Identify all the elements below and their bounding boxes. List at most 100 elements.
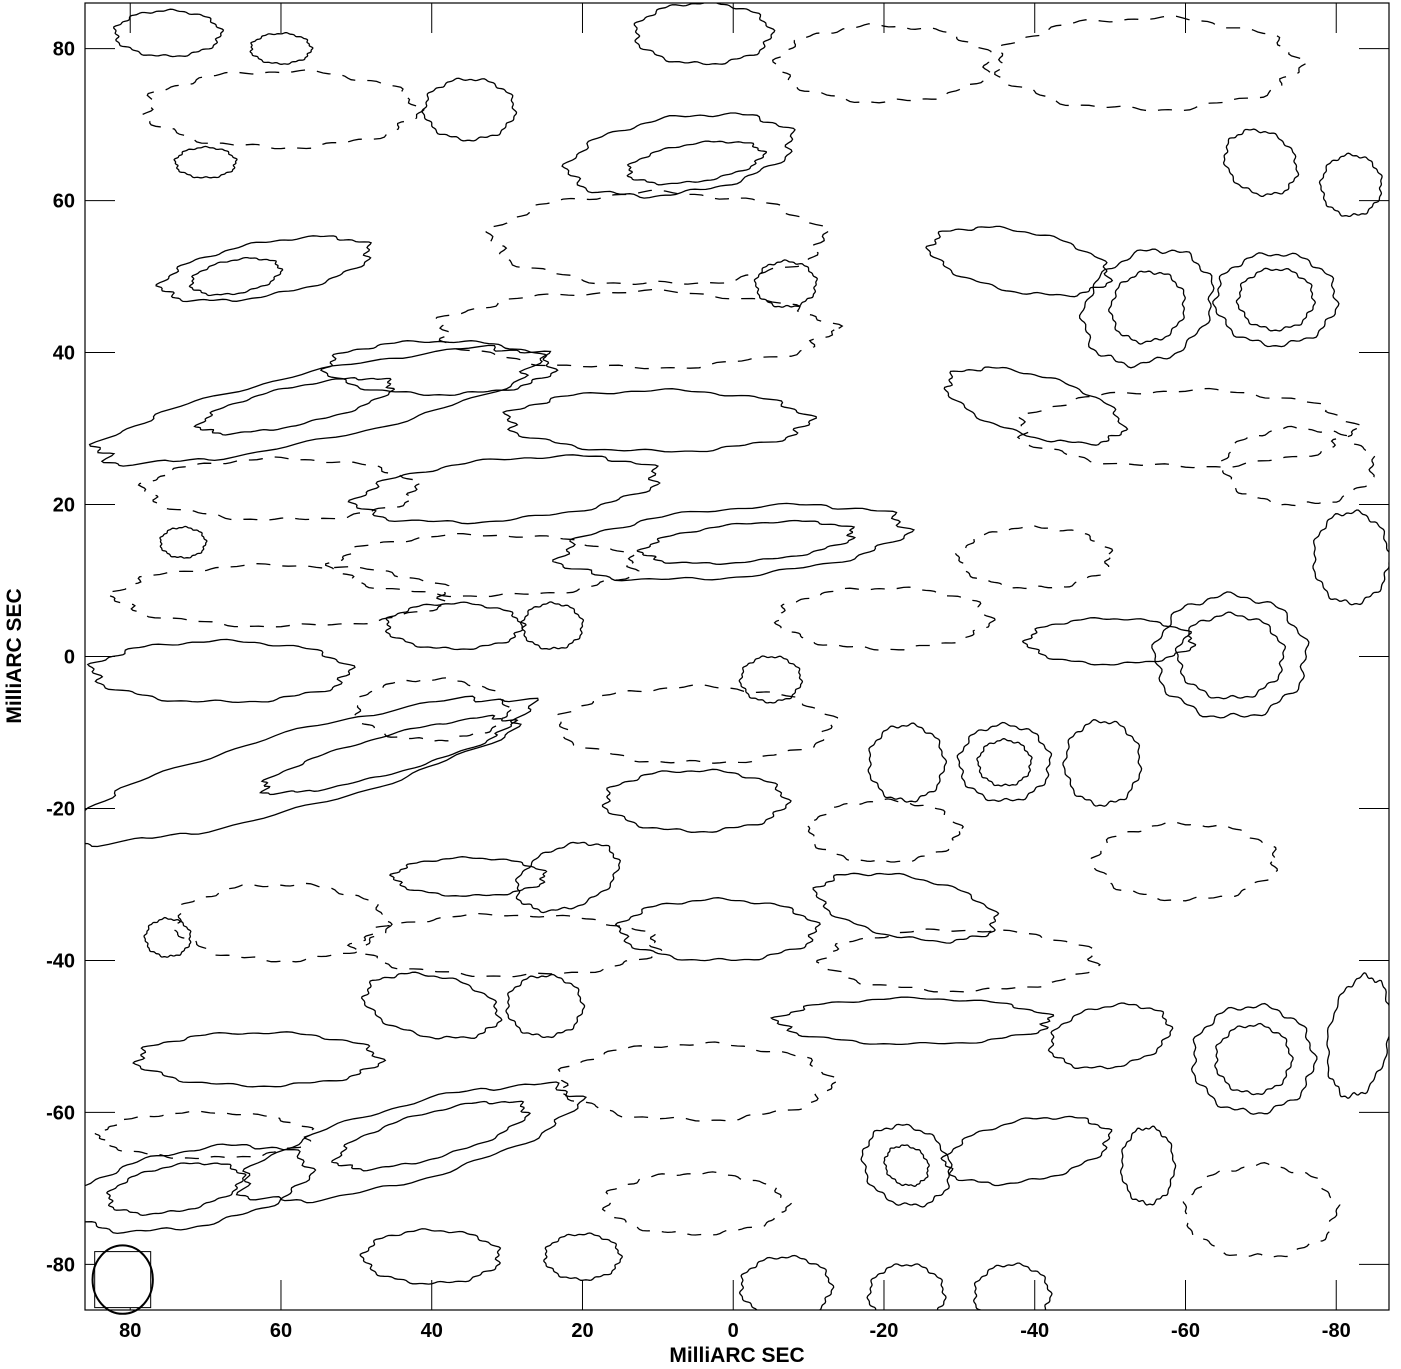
positive-contour-inner (188, 256, 284, 297)
negative-contour (601, 1171, 792, 1236)
positive-contour (867, 722, 948, 803)
positive-contour (812, 872, 1000, 944)
negative-contour (1088, 821, 1278, 902)
negative-contour (140, 69, 426, 150)
positive-contour (359, 1228, 502, 1285)
x-tick-label: -40 (1020, 1320, 1049, 1342)
positive-contour (1021, 617, 1197, 666)
negative-contour (1016, 387, 1362, 469)
positive-contour (860, 1123, 953, 1208)
positive-contour (543, 1232, 624, 1281)
positive-contour (552, 502, 916, 582)
positive-contour-inner (1174, 611, 1287, 700)
negative-contour (137, 456, 423, 521)
x-tick-label: 60 (270, 1320, 292, 1342)
y-tick-label: 20 (53, 495, 75, 517)
y-axis-label: MilliARC SEC (3, 588, 26, 723)
positive-contour (132, 1031, 387, 1088)
positive-contour (943, 366, 1129, 446)
positive-contour (86, 638, 356, 704)
positive-contour (85, 1143, 317, 1235)
positive-contour (249, 32, 314, 65)
positive-contour (1222, 128, 1300, 198)
x-tick-label: -20 (870, 1320, 899, 1342)
negative-contour (170, 882, 393, 963)
positive-contour (505, 973, 586, 1039)
positive-contour (940, 1115, 1113, 1187)
x-tick-label: 80 (119, 1320, 141, 1342)
x-tick-label: 20 (571, 1320, 593, 1342)
positive-contour (1062, 719, 1143, 807)
positive-contour (159, 525, 208, 559)
x-tick-label: -60 (1171, 1320, 1200, 1342)
positive-contour (113, 8, 225, 58)
positive-contour (421, 77, 518, 142)
plot-frame (84, 2, 1390, 1311)
positive-contour (502, 388, 818, 453)
positive-contour-inner (1214, 1022, 1294, 1096)
y-tick-label: 80 (53, 39, 75, 61)
positive-contour (319, 340, 559, 396)
y-tick-label: 40 (53, 343, 75, 365)
positive-contour-inner (105, 1162, 247, 1217)
positive-contour (738, 1254, 835, 1310)
positive-contour (1212, 252, 1340, 348)
positive-contour-inner (193, 377, 396, 436)
positive-contour-inner (883, 1144, 930, 1187)
positive-contour (633, 3, 776, 66)
positive-contour (1318, 152, 1383, 218)
negative-contour (483, 189, 832, 286)
y-tick-label: -20 (46, 798, 75, 820)
y-tick-label: 60 (53, 191, 75, 213)
y-tick-label: 0 (64, 647, 75, 669)
positive-contour (1078, 248, 1215, 369)
positive-contour (601, 768, 792, 833)
positive-contour-inner (259, 714, 519, 796)
y-tick-label: -60 (46, 1102, 75, 1124)
positive-contour-inner (626, 140, 767, 186)
positive-contour (1326, 972, 1389, 1100)
positive-contour (769, 996, 1055, 1046)
positive-contour (1151, 591, 1310, 719)
negative-contour (434, 288, 844, 370)
positive-contour (925, 225, 1114, 298)
negative-contour (1181, 1162, 1341, 1258)
positive-contour (753, 259, 819, 308)
positive-contour (1047, 1002, 1174, 1070)
positive-contour (235, 1081, 588, 1204)
positive-contour (360, 971, 503, 1040)
positive-contour (519, 601, 585, 650)
positive-contour-inner (1235, 267, 1317, 332)
negative-contour (805, 798, 965, 863)
y-tick-label: -80 (46, 1254, 75, 1276)
positive-contour (1190, 1002, 1318, 1115)
positive-contour-inner (330, 1100, 532, 1172)
contours-layer (85, 3, 1389, 1310)
positive-contour (614, 897, 821, 962)
negative-contour (553, 683, 839, 764)
negative-contour (994, 15, 1309, 112)
positive-contour-inner (1108, 270, 1186, 345)
positive-contour (384, 601, 527, 651)
negative-contour (325, 532, 640, 598)
negative-contour (1218, 425, 1376, 507)
x-tick-label: 40 (421, 1320, 443, 1342)
positive-contour (143, 916, 192, 958)
beam-layer (91, 1244, 154, 1315)
positive-contour (85, 695, 539, 848)
positive-contour-inner (636, 519, 857, 565)
negative-contour (771, 23, 992, 104)
negative-contour (353, 677, 512, 742)
positive-contour (1120, 1125, 1177, 1206)
x-tick-label: -80 (1322, 1320, 1351, 1342)
positive-contour (956, 721, 1053, 802)
negative-contour (773, 586, 996, 651)
negative-contour (105, 563, 450, 628)
positive-contour (866, 1263, 947, 1310)
positive-contour (88, 344, 552, 467)
negative-contour (93, 1110, 315, 1160)
negative-contour (557, 1041, 840, 1122)
positive-contour (155, 235, 373, 303)
positive-contour-inner (976, 738, 1033, 787)
